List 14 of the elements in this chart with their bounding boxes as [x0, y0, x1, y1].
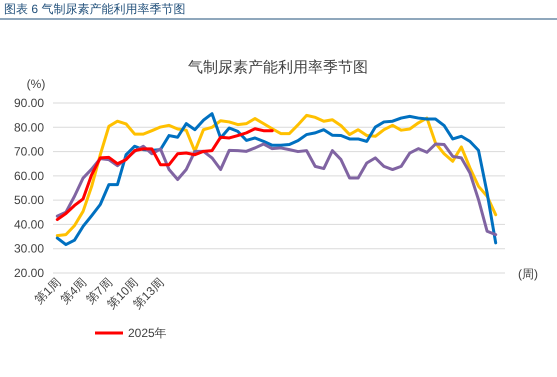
- chart-title: 图表 6 气制尿素产能利用率季节图: [4, 2, 186, 16]
- y-tick-label: 30.00: [14, 242, 44, 256]
- y-tick-label: 70.00: [14, 144, 44, 159]
- y-tick-label: 50.00: [14, 193, 44, 208]
- line-series: [56, 127, 274, 222]
- chart-subtitle: 气制尿素产能利用率季节图: [188, 59, 368, 76]
- y-tick-label: 20.00: [14, 266, 44, 280]
- y-tick-label: 60.00: [14, 168, 44, 183]
- y-tick-label: 90.00: [14, 96, 44, 110]
- legend-label: 2025年: [128, 326, 167, 340]
- y-tick-label: 40.00: [14, 217, 44, 232]
- y-tick-label: 80.00: [14, 120, 44, 134]
- y-axis-title: (%): [26, 77, 46, 91]
- x-axis-title: (周): [518, 267, 538, 281]
